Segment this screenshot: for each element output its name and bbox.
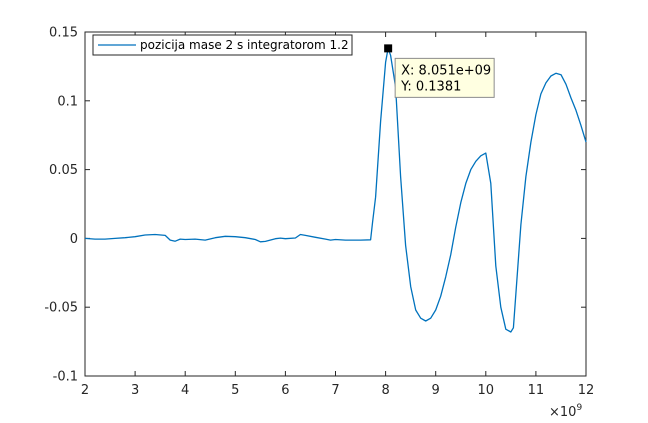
x-tick-label: 8 [381, 383, 389, 398]
x-exponent-label: ×109 [549, 403, 582, 420]
legend-box [92, 34, 353, 56]
x-tick-label: 2 [81, 383, 89, 398]
x-axis: 2 3 4 5 6 7 8 9 10 11 12 [81, 32, 594, 398]
datatip-marker[interactable] [384, 44, 393, 53]
legend[interactable]: pozicija mase 2 s integratorom 1.2 [92, 34, 353, 56]
y-tick-label: 0.15 [49, 26, 78, 41]
x-tick-label: 5 [231, 383, 239, 398]
datatip-box [394, 57, 495, 98]
x-tick-label: 12 [578, 383, 595, 398]
y-tick-label: -0.05 [44, 301, 78, 316]
x-exponent-power: 9 [576, 403, 582, 413]
datatip[interactable]: X: 8.051e+09 Y: 0.1381 [384, 44, 495, 98]
x-exponent-base: ×10 [549, 405, 576, 420]
x-tick-label: 11 [528, 383, 545, 398]
x-tick-label: 7 [331, 383, 339, 398]
x-tick-label: 6 [281, 383, 289, 398]
y-tick-label: 0 [70, 232, 78, 247]
y-tick-label: 0.05 [49, 163, 78, 178]
datatip-x-text: X: 8.051e+09 [401, 63, 491, 78]
y-axis: -0.1 -0.05 0 0.05 0.1 0.15 [44, 26, 586, 385]
x-tick-label: 9 [432, 383, 440, 398]
legend-label: pozicija mase 2 s integratorom 1.2 [140, 38, 349, 52]
datatip-y-text: Y: 0.1381 [400, 79, 461, 94]
x-tick-label: 3 [131, 383, 139, 398]
y-tick-label: -0.1 [53, 370, 78, 385]
x-tick-label: 4 [181, 383, 189, 398]
x-tick-label: 10 [478, 383, 495, 398]
plot-area[interactable] [84, 31, 587, 377]
y-tick-label: 0.1 [57, 94, 78, 109]
